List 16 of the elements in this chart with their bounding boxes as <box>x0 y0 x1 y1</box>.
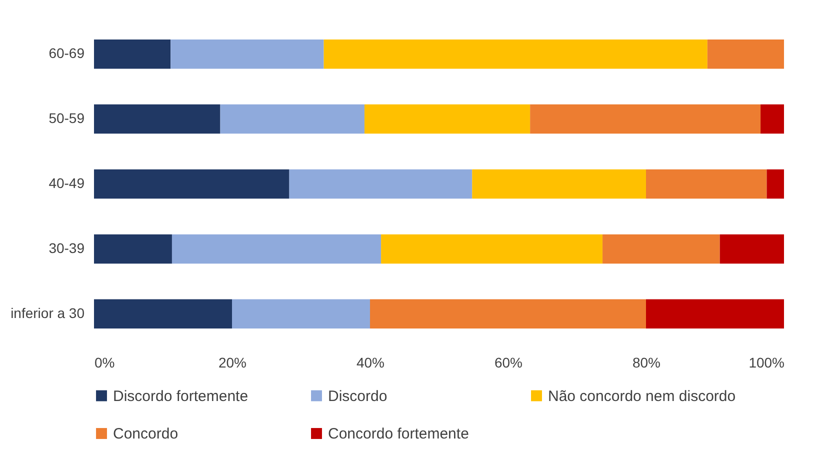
legend-label: Concordo fortemente <box>328 426 469 442</box>
x-tick-label: 60% <box>494 354 523 370</box>
x-tick-label: 100% <box>748 354 784 370</box>
x-tick-label: 80% <box>632 354 661 370</box>
legend-label: Discordo <box>328 388 388 405</box>
y-tick-label: inferior a 30 <box>10 304 85 321</box>
y-tick-label: 60-69 <box>48 45 85 62</box>
y-tick-label: 40-49 <box>48 175 85 191</box>
legend-label: Não concordo nem discordo <box>548 388 736 405</box>
x-tick-label: 40% <box>356 354 385 370</box>
legend-label: Discordo fortemente <box>113 388 248 405</box>
y-tick-label: 30-39 <box>48 240 85 256</box>
y-tick-label: 50-59 <box>48 110 85 126</box>
legend-label: Concordo <box>113 426 178 442</box>
x-tick-label: 20% <box>218 354 247 370</box>
x-tick-label: 0% <box>94 354 115 370</box>
